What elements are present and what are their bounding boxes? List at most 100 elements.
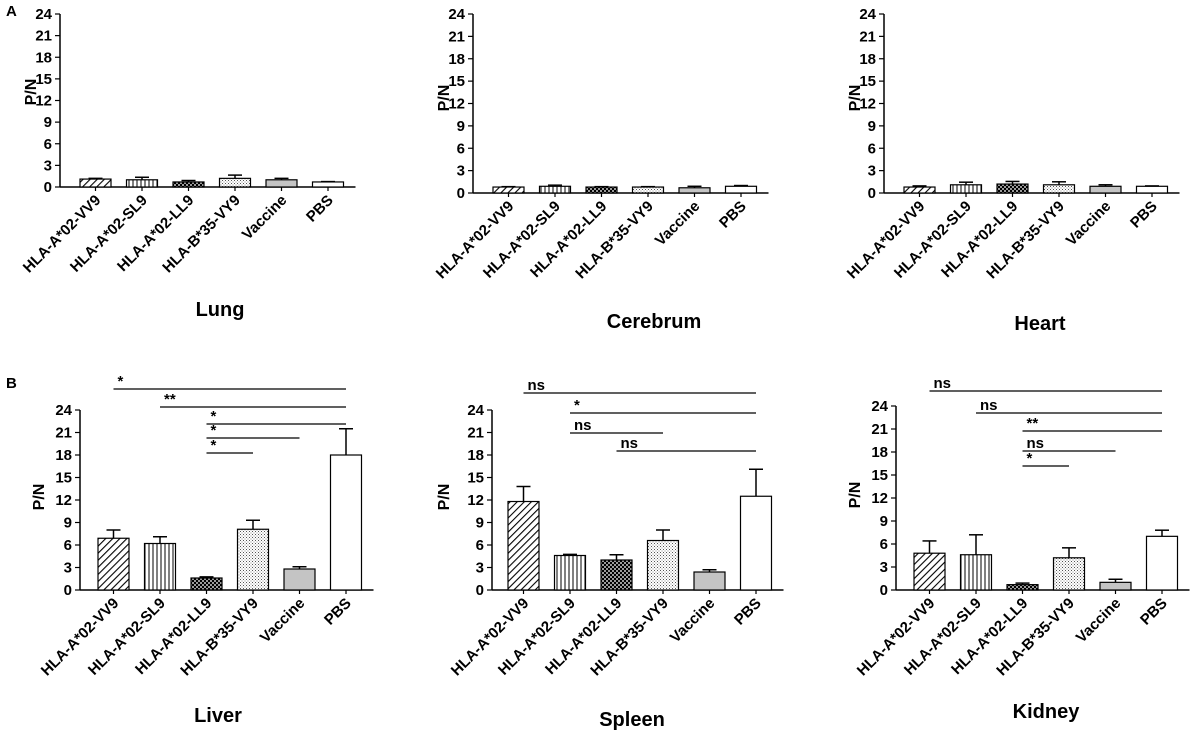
y-tick-label: 21 bbox=[35, 28, 52, 45]
chart-lung: 03691215182124P/NHLA-A*02-VV9HLA-A*02-SL… bbox=[20, 6, 356, 321]
bar bbox=[1145, 535, 1179, 591]
y-tick-label: 15 bbox=[871, 467, 888, 484]
significance-label: ns bbox=[1027, 435, 1045, 452]
category-label: Vaccine bbox=[257, 595, 309, 647]
significance-label: ** bbox=[164, 391, 176, 408]
bar bbox=[631, 186, 665, 194]
y-tick-label: 24 bbox=[55, 402, 72, 419]
bar bbox=[724, 185, 758, 194]
y-tick-label: 24 bbox=[448, 6, 465, 23]
y-tick-label: 3 bbox=[64, 560, 72, 577]
bar bbox=[538, 185, 572, 194]
bar bbox=[585, 186, 618, 194]
y-tick-label: 24 bbox=[467, 402, 484, 419]
y-tick-label: 21 bbox=[55, 425, 72, 442]
bar bbox=[492, 186, 525, 194]
category-label: HLA-A*02-VV9 bbox=[448, 595, 533, 680]
panel-label-a: A bbox=[6, 3, 17, 20]
bar bbox=[996, 183, 1029, 194]
y-tick-label: 21 bbox=[871, 421, 888, 438]
bar bbox=[739, 495, 773, 591]
category-label: PBS bbox=[716, 198, 750, 232]
category-label: PBS bbox=[321, 595, 355, 629]
significance-label: ** bbox=[1027, 415, 1039, 432]
bar bbox=[600, 559, 633, 591]
significance-label: ns bbox=[528, 377, 546, 394]
chart-cerebrum: 03691215182124P/NHLA-A*02-VV9HLA-A*02-SL… bbox=[433, 6, 769, 333]
y-tick-label: 21 bbox=[859, 28, 876, 45]
y-tick-label: 0 bbox=[880, 582, 888, 599]
bar bbox=[97, 537, 130, 591]
y-tick-label: 15 bbox=[859, 73, 876, 90]
significance-label: ns bbox=[621, 435, 639, 452]
y-tick-label: 6 bbox=[64, 537, 72, 554]
y-tick-label: 9 bbox=[868, 118, 876, 135]
bar bbox=[1006, 584, 1039, 591]
category-label: Vaccine bbox=[239, 192, 291, 244]
bar bbox=[678, 187, 711, 194]
significance-label: * bbox=[211, 422, 217, 439]
y-tick-label: 6 bbox=[880, 536, 888, 553]
category-label: HLA-A*02-VV9 bbox=[433, 198, 518, 283]
chart-title: Lung bbox=[196, 299, 245, 321]
category-label: PBS bbox=[731, 595, 765, 629]
chart-title: Heart bbox=[1014, 313, 1065, 335]
chart-title: Spleen bbox=[599, 709, 665, 731]
bar bbox=[172, 181, 205, 188]
bar bbox=[79, 178, 112, 188]
y-tick-label: 12 bbox=[467, 492, 484, 509]
chart-spleen: 03691215182124P/NHLA-A*02-VV9HLA-A*02-SL… bbox=[436, 377, 784, 731]
bar bbox=[265, 179, 298, 188]
bar bbox=[190, 577, 223, 591]
bar bbox=[329, 454, 363, 591]
y-tick-label: 18 bbox=[467, 447, 484, 464]
y-tick-label: 12 bbox=[448, 96, 465, 113]
bar bbox=[143, 542, 177, 591]
significance-label: * bbox=[1027, 450, 1033, 467]
y-tick-label: 18 bbox=[55, 447, 72, 464]
category-label: Vaccine bbox=[667, 595, 719, 647]
category-label: HLA-A*02-VV9 bbox=[844, 198, 929, 283]
y-tick-label: 12 bbox=[871, 490, 888, 507]
bar bbox=[311, 181, 345, 188]
category-label: PBS bbox=[1127, 198, 1161, 232]
y-tick-label: 24 bbox=[871, 398, 888, 415]
y-tick-label: 24 bbox=[859, 6, 876, 23]
chart-heart: 03691215182124P/NHLA-A*02-VV9HLA-A*02-SL… bbox=[844, 6, 1180, 335]
y-axis-label: P/N bbox=[31, 484, 48, 511]
bar bbox=[1135, 185, 1169, 194]
category-label: PBS bbox=[303, 192, 337, 226]
y-tick-label: 0 bbox=[476, 582, 484, 599]
y-tick-label: 15 bbox=[467, 470, 484, 487]
significance-label: ns bbox=[980, 397, 998, 414]
panel-label-b: B bbox=[6, 375, 17, 392]
bar bbox=[553, 554, 587, 591]
y-tick-label: 24 bbox=[35, 6, 52, 23]
y-axis-label: P/N bbox=[436, 85, 453, 112]
y-tick-label: 9 bbox=[880, 513, 888, 530]
bar bbox=[646, 539, 680, 591]
y-tick-label: 21 bbox=[448, 28, 465, 45]
bar bbox=[949, 184, 983, 194]
y-axis-label: P/N bbox=[23, 79, 40, 106]
significance-label: ns bbox=[934, 375, 952, 392]
y-tick-label: 12 bbox=[859, 96, 876, 113]
y-tick-label: 3 bbox=[457, 163, 465, 180]
bar bbox=[693, 571, 726, 591]
category-label: HLA-A*02-VV9 bbox=[854, 595, 939, 680]
bar bbox=[283, 568, 316, 591]
category-label: Vaccine bbox=[1073, 595, 1125, 647]
bar bbox=[959, 554, 993, 591]
y-tick-label: 3 bbox=[868, 163, 876, 180]
category-label: PBS bbox=[1137, 595, 1171, 629]
chart-title: Liver bbox=[194, 705, 242, 727]
category-label: Vaccine bbox=[1063, 198, 1115, 250]
y-tick-label: 15 bbox=[55, 470, 72, 487]
y-tick-label: 9 bbox=[44, 114, 52, 131]
y-tick-label: 0 bbox=[64, 582, 72, 599]
bar bbox=[125, 179, 159, 188]
chart-title: Cerebrum bbox=[607, 311, 701, 333]
bar bbox=[1099, 581, 1132, 591]
y-tick-label: 0 bbox=[868, 185, 876, 202]
y-tick-label: 12 bbox=[35, 93, 52, 110]
